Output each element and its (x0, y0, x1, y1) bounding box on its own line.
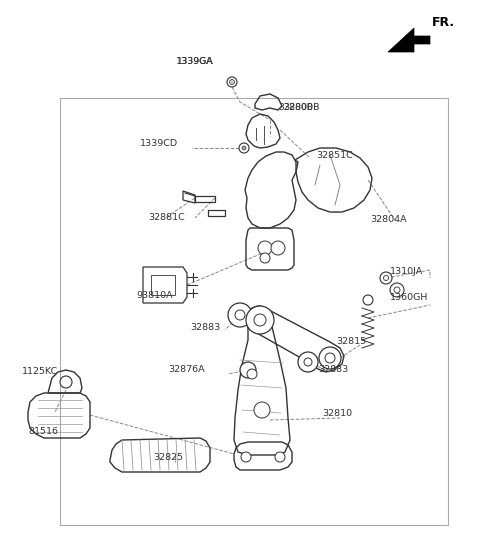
Circle shape (240, 362, 256, 378)
Circle shape (235, 310, 245, 320)
Circle shape (227, 77, 237, 87)
Text: 1339CD: 1339CD (140, 138, 178, 148)
Circle shape (254, 314, 266, 326)
Text: 1339GA: 1339GA (177, 57, 213, 67)
Circle shape (363, 295, 373, 305)
Text: 32800B: 32800B (283, 102, 320, 111)
Text: 32883: 32883 (318, 366, 348, 374)
Text: 32825: 32825 (153, 453, 183, 463)
Text: 32815: 32815 (336, 338, 366, 346)
Text: 32810: 32810 (322, 410, 352, 419)
Text: 1339GA: 1339GA (176, 57, 214, 67)
Circle shape (242, 146, 246, 150)
Circle shape (304, 358, 312, 366)
Circle shape (246, 306, 274, 334)
Circle shape (380, 272, 392, 284)
Text: 93810A: 93810A (136, 291, 173, 300)
Circle shape (241, 452, 251, 462)
Circle shape (260, 253, 270, 263)
Circle shape (384, 275, 388, 280)
Circle shape (319, 347, 341, 369)
Text: 32881C: 32881C (148, 214, 185, 222)
Text: 32851C: 32851C (316, 150, 353, 160)
Circle shape (394, 287, 400, 293)
Circle shape (229, 80, 235, 84)
Text: 1360GH: 1360GH (390, 294, 428, 302)
Text: 1125KC: 1125KC (22, 367, 58, 377)
Circle shape (239, 143, 249, 153)
Text: 1310JA: 1310JA (390, 267, 423, 276)
Text: 32883: 32883 (190, 324, 220, 333)
Circle shape (228, 303, 252, 327)
Circle shape (390, 283, 404, 297)
Text: 32804A: 32804A (370, 215, 407, 225)
Polygon shape (388, 28, 430, 52)
Text: 32876A: 32876A (168, 366, 204, 374)
Text: 32800B: 32800B (278, 102, 313, 111)
Circle shape (325, 353, 335, 363)
Circle shape (60, 376, 72, 388)
Text: 81516: 81516 (28, 427, 58, 437)
Circle shape (247, 369, 257, 379)
Circle shape (254, 402, 270, 418)
Bar (60, 98, 448, 525)
Text: FR.: FR. (432, 16, 455, 29)
Circle shape (298, 352, 318, 372)
Circle shape (275, 452, 285, 462)
Circle shape (271, 241, 285, 255)
Circle shape (258, 241, 272, 255)
